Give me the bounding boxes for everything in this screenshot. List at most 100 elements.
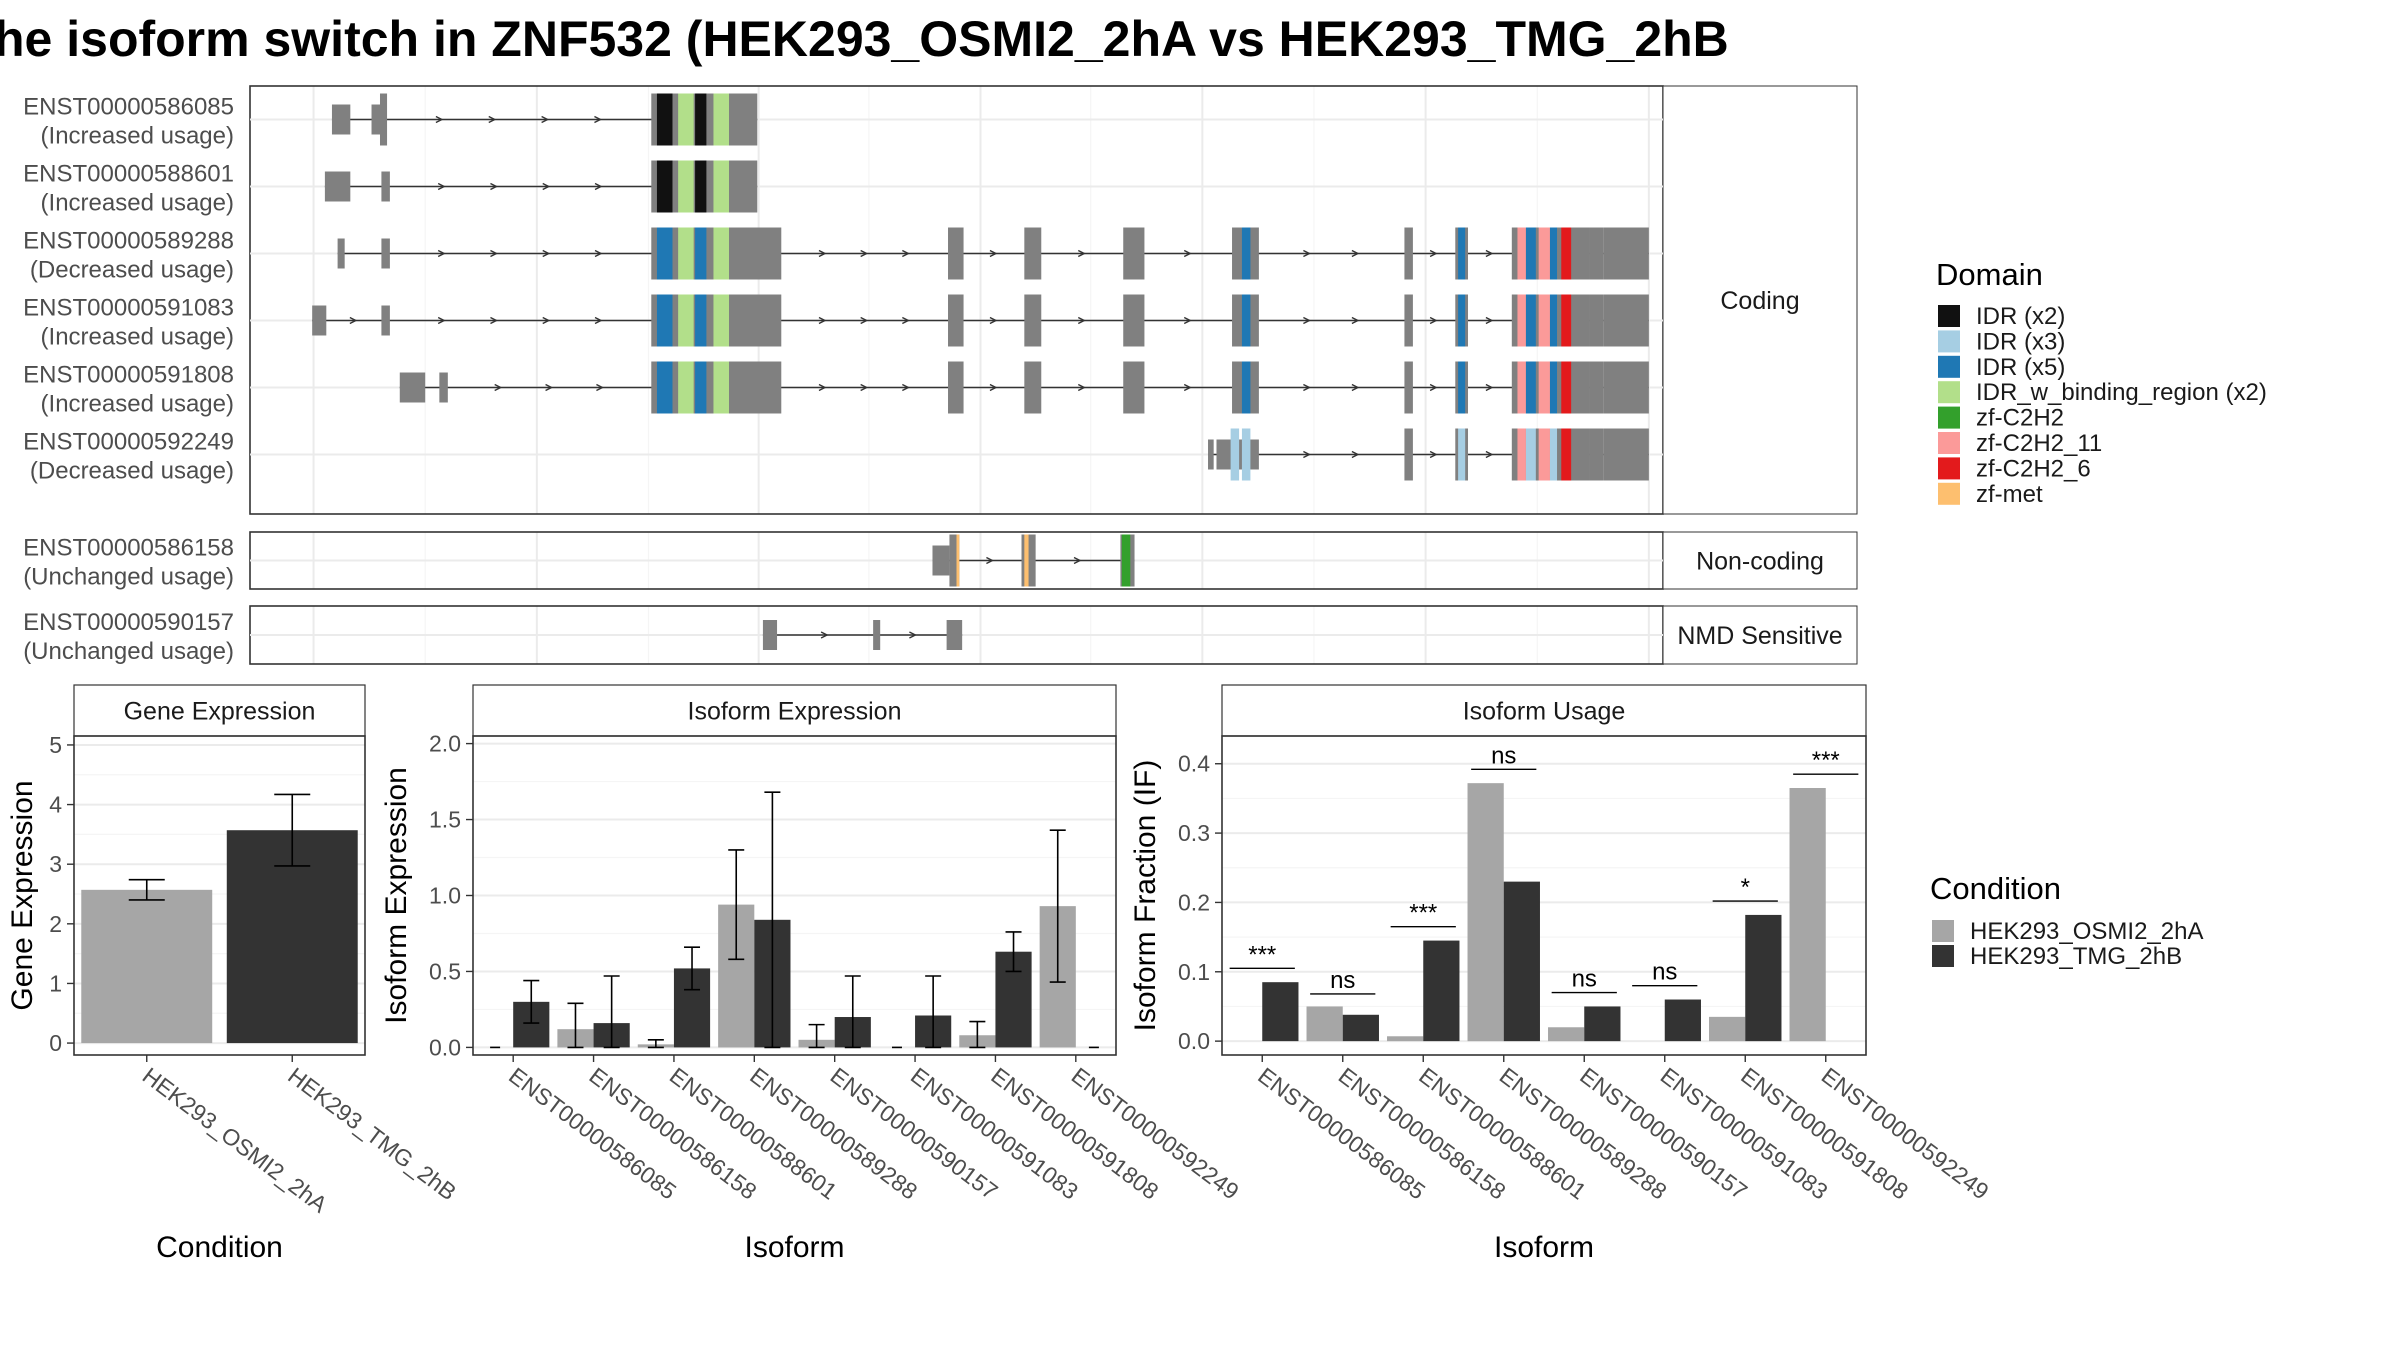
bar <box>1664 999 1701 1042</box>
significance-label: *** <box>1248 941 1276 968</box>
exon-block <box>439 372 448 403</box>
significance-label: *** <box>1409 900 1437 927</box>
transcript-usage-label: (Decreased usage) <box>30 257 234 284</box>
bar <box>81 889 213 1044</box>
protein-domain-block <box>1241 428 1251 481</box>
domain-legend-label: IDR (x3) <box>1976 328 2065 355</box>
bar <box>1745 914 1782 1042</box>
protein-domain-block <box>678 227 694 280</box>
protein-domain-block <box>1538 428 1550 481</box>
intron-direction-arrow <box>1485 249 1494 258</box>
y-tick-label: 0.5 <box>429 958 461 984</box>
exon-block <box>946 620 963 650</box>
intron-direction-arrow <box>902 249 910 258</box>
condition-legend-title: Condition <box>1930 871 2061 906</box>
chart-title-strip <box>1221 684 1867 737</box>
protein-domain-block <box>1458 294 1466 347</box>
protein-domain-block <box>1538 294 1550 347</box>
exon-block <box>948 294 964 347</box>
y-tick-label: 0.0 <box>1178 1028 1210 1054</box>
protein-domain-block <box>713 160 730 213</box>
domain-legend-label: zf-C2H2 <box>1976 405 2064 432</box>
condition-legend-swatch <box>1932 920 1954 942</box>
protein-domain-block <box>1525 294 1536 347</box>
protein-domain-block <box>1525 361 1536 414</box>
exon-block <box>1404 227 1413 280</box>
y-tick-label: 0.3 <box>1178 820 1210 846</box>
intron-direction-arrow <box>435 115 444 124</box>
exon-block <box>1603 227 1649 280</box>
protein-domain-block <box>1561 294 1572 347</box>
bar <box>1306 1006 1343 1042</box>
intron-direction-arrow <box>1077 316 1086 325</box>
intron-direction-arrow <box>902 316 910 325</box>
domain-legend-swatch <box>1938 457 1960 480</box>
protein-domain-block <box>713 93 730 146</box>
exon-block <box>381 238 390 269</box>
transcript-id-label: ENST00000591808 <box>23 362 234 389</box>
intron-direction-arrow <box>1429 450 1438 459</box>
protein-domain-block <box>713 361 730 414</box>
intron-direction-arrow <box>1183 383 1192 392</box>
transcript-id-label: ENST00000592249 <box>23 429 234 456</box>
y-axis-title: Isoform Fraction (IF) <box>1129 760 1162 1032</box>
intron-direction-arrow <box>986 556 994 565</box>
domain-legend-label: IDR (x5) <box>1976 354 2065 381</box>
chart-panel-border <box>472 735 1117 1056</box>
intron-direction-arrow <box>1303 383 1311 392</box>
domain-legend-label: IDR_w_binding_region (x2) <box>1976 379 2267 406</box>
exon-block <box>1123 294 1145 347</box>
protein-domain-block <box>713 227 730 280</box>
significance-label: *** <box>1812 747 1840 774</box>
exon-block <box>1589 294 1604 347</box>
exon-block <box>371 104 380 135</box>
chart-title-strip <box>472 684 1117 737</box>
exon-block <box>1589 361 1604 414</box>
protein-domain-block <box>1241 227 1251 280</box>
chart-title: Isoform Expression <box>688 698 902 726</box>
exon-block <box>873 620 881 650</box>
protein-domain-block <box>1458 227 1466 280</box>
intron-direction-arrow <box>542 249 551 258</box>
facet-strip-label: Non-coding <box>1696 548 1824 576</box>
intron-direction-arrow <box>902 383 910 392</box>
intron-direction-arrow <box>596 383 604 392</box>
intron-direction-arrow <box>1351 450 1360 459</box>
chart-title-strip <box>73 684 366 737</box>
facet-strip <box>1662 85 1858 515</box>
protein-domain-block <box>1241 294 1251 347</box>
exon-block <box>379 93 388 146</box>
exon-block <box>948 361 964 414</box>
protein-domain-block <box>1538 227 1550 280</box>
intron-direction-arrow <box>494 383 503 392</box>
facet-strip-label: Coding <box>1720 287 1799 315</box>
domain-legend-swatch <box>1938 432 1960 454</box>
exon-block <box>1603 361 1649 414</box>
exon-block <box>1603 294 1649 347</box>
significance-label: ns <box>1491 742 1516 769</box>
bar <box>1503 881 1540 1042</box>
protein-domain-block <box>695 93 707 146</box>
chart-panel-border <box>73 735 366 1056</box>
protein-domain-block <box>1525 428 1536 481</box>
transcript-id-label: ENST00000586085 <box>23 94 234 121</box>
intron-direction-arrow <box>1485 450 1494 459</box>
protein-domain-block <box>713 294 730 347</box>
intron-direction-arrow <box>989 316 998 325</box>
bar <box>1262 982 1299 1042</box>
protein-domain-block <box>956 534 960 587</box>
significance-label: ns <box>1330 967 1355 994</box>
protein-domain-block <box>1549 227 1558 280</box>
bar <box>1584 1006 1621 1042</box>
intron-direction-arrow <box>860 249 869 258</box>
intron-direction-arrow <box>490 249 499 258</box>
exon-block <box>1589 428 1604 481</box>
intron-direction-arrow <box>1485 383 1494 392</box>
protein-domain-block <box>656 93 673 146</box>
protein-domain-block <box>656 227 673 280</box>
intron-direction-arrow <box>594 316 603 325</box>
intron-direction-arrow <box>1351 249 1360 258</box>
protein-domain-block <box>1517 227 1526 280</box>
transcript-usage-label: (Unchanged usage) <box>23 638 234 665</box>
